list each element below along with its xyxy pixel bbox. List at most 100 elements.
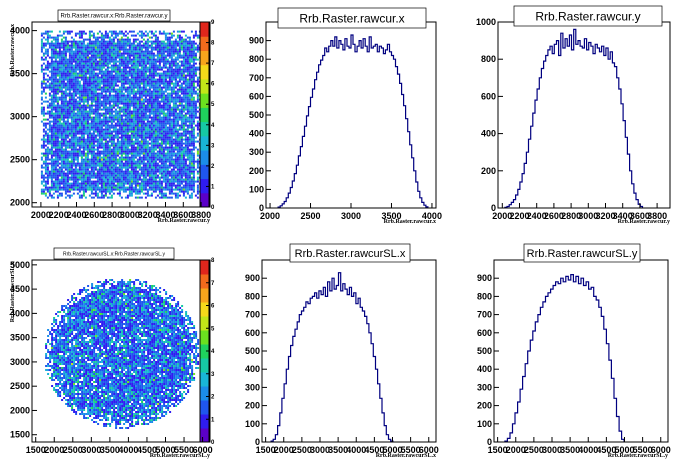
heatmap-cell <box>86 118 89 121</box>
heatmap-cell <box>72 134 75 137</box>
heatmap-cell <box>124 168 127 171</box>
heatmap-cell <box>124 136 127 139</box>
heatmap-cell <box>86 84 89 87</box>
heatmap-cell <box>126 50 129 53</box>
heatmap-cell <box>156 44 159 47</box>
heatmap-cell <box>50 164 53 167</box>
heatmap-cell <box>74 50 77 53</box>
heatmap-cell <box>70 124 73 127</box>
heatmap-cell <box>48 120 51 123</box>
heatmap-cell <box>124 30 127 33</box>
heatmap-cell <box>114 178 117 181</box>
heatmap-cell <box>102 124 105 127</box>
heatmap-cell <box>100 38 103 41</box>
heatmap-cell <box>118 122 121 125</box>
heatmap-cell <box>60 102 63 105</box>
heatmap-cell <box>144 166 147 169</box>
heatmap-cell <box>62 70 65 73</box>
heatmap-cell <box>118 178 121 181</box>
heatmap-cell <box>152 46 155 49</box>
heatmap-cell <box>154 66 157 69</box>
heatmap-cell <box>154 90 157 93</box>
heatmap-cell <box>98 94 101 97</box>
heatmap-cell <box>136 176 139 179</box>
heatmap-cell <box>164 118 167 121</box>
heatmap-cell <box>66 110 69 113</box>
heatmap-cell <box>70 154 73 157</box>
heatmap-cell <box>72 94 75 97</box>
heatmap-cell <box>174 66 177 69</box>
heatmap-cell <box>68 46 71 49</box>
heatmap-cell <box>80 160 83 163</box>
heatmap-cell <box>64 162 67 165</box>
heatmap-cell <box>92 72 95 75</box>
heatmap-cell <box>114 84 117 87</box>
heatmap-cell <box>158 180 161 183</box>
heatmap-cell <box>146 92 149 95</box>
heatmap-cell <box>172 112 175 115</box>
heatmap-cell <box>42 130 45 133</box>
heatmap-cell <box>108 62 111 65</box>
heatmap-cell <box>92 142 95 145</box>
heatmap-cell <box>50 112 53 115</box>
heatmap-cell <box>172 192 175 195</box>
heatmap-cell <box>112 128 115 131</box>
heatmap-cell <box>82 140 85 143</box>
heatmap-cell <box>102 82 105 85</box>
heatmap-cell <box>46 54 49 57</box>
heatmap-cell <box>140 116 143 119</box>
heatmap-cell <box>78 30 81 33</box>
heatmap-cell <box>62 60 65 63</box>
heatmap-cell <box>124 108 127 111</box>
heatmap-cell <box>100 46 103 49</box>
heatmap-cell <box>106 142 109 145</box>
heatmap-cell <box>166 80 169 83</box>
heatmap-cell <box>122 140 125 143</box>
heatmap-cell <box>118 186 121 189</box>
heatmap-cell <box>108 72 111 75</box>
heatmap-cell <box>146 76 149 79</box>
heatmap-cell <box>134 48 137 51</box>
heatmap-cell <box>106 52 109 55</box>
heatmap-cell <box>100 176 103 179</box>
heatmap-cell <box>126 92 129 95</box>
heatmap-cell <box>150 140 153 143</box>
heatmap-cell <box>172 120 175 123</box>
heatmap-cell <box>82 88 85 91</box>
heatmap-cell <box>92 108 95 111</box>
heatmap-cell <box>72 56 75 59</box>
heatmap-cell <box>96 120 99 123</box>
heatmap-cell <box>56 122 59 125</box>
heatmap-cell <box>78 94 81 97</box>
heatmap-cell <box>134 60 137 63</box>
heatmap-cell <box>56 96 59 99</box>
heatmap-cell <box>108 164 111 167</box>
heatmap-cell <box>174 162 177 165</box>
heatmap-cell <box>124 106 127 109</box>
heatmap-cell <box>150 66 153 69</box>
heatmap-cell <box>132 154 135 157</box>
heatmap-cell <box>164 54 167 57</box>
heatmap-cell <box>138 178 141 181</box>
heatmap-cell <box>146 184 149 187</box>
heatmap-cell <box>162 90 165 93</box>
heatmap-cell <box>62 72 65 75</box>
heatmap-cell <box>74 68 77 71</box>
heatmap-cell <box>48 170 51 173</box>
heatmap-cell <box>174 154 177 157</box>
heatmap-cell <box>70 48 73 51</box>
heatmap-cell <box>92 80 95 83</box>
heatmap-cell <box>100 192 103 195</box>
heatmap-cell <box>100 140 103 143</box>
heatmap-cell <box>106 66 109 69</box>
heatmap-cell <box>72 52 75 55</box>
heatmap-cell <box>158 128 161 131</box>
heatmap-cell <box>100 136 103 139</box>
heatmap-cell <box>110 140 113 143</box>
heatmap-cell <box>138 46 141 49</box>
heatmap-cell <box>78 140 81 143</box>
heatmap-cell <box>124 64 127 67</box>
heatmap-cell <box>82 188 85 191</box>
heatmap-cell <box>56 168 59 171</box>
heatmap-cell <box>156 56 159 59</box>
